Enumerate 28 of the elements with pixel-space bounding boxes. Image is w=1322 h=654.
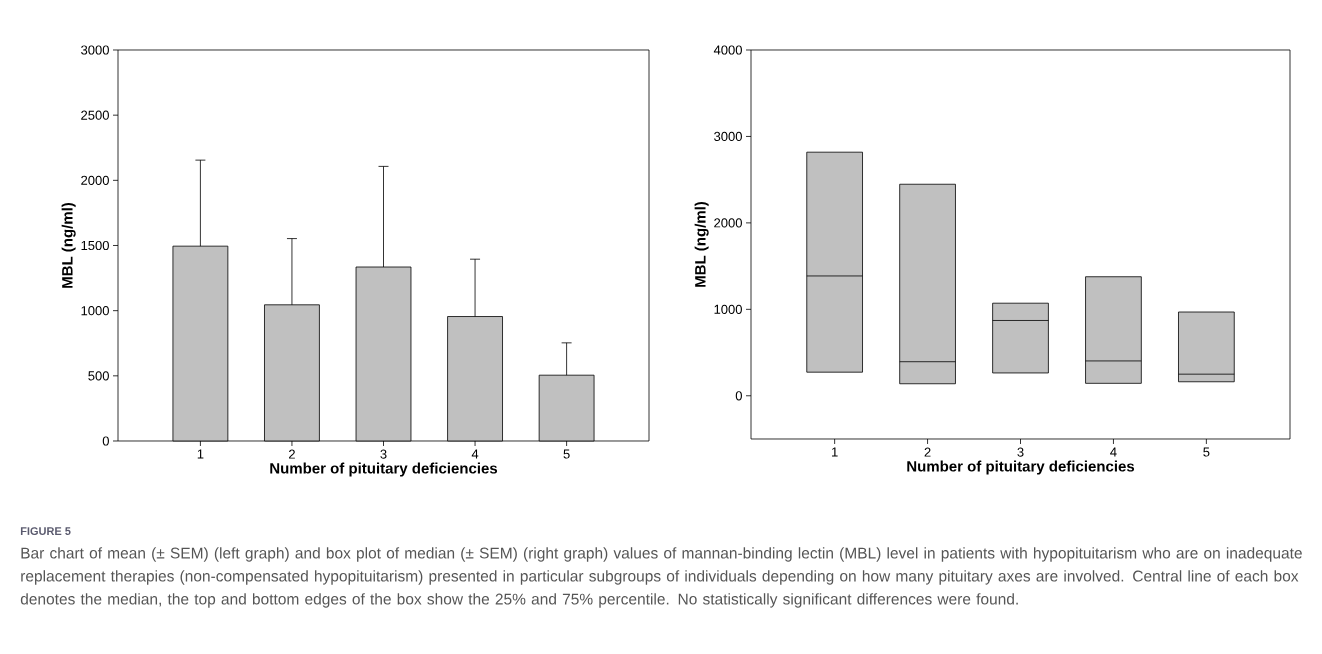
x-axis-title: Number of pituitary deficiencies (907, 460, 1135, 475)
y-axis-title: MBL (ng/ml) (61, 202, 76, 288)
x-tick-label: 2 (289, 449, 295, 459)
x-tick-label: 5 (1203, 447, 1210, 457)
x-tick-label: 4 (471, 449, 479, 459)
y-tick-label: 2000 (714, 218, 742, 228)
x-tick-label: 1 (832, 447, 838, 457)
y-axis-title: MBL (ng/ml) (694, 201, 709, 287)
x-tick-label: 2 (924, 447, 931, 457)
y-tick-label: 3000 (81, 45, 109, 55)
y-tick-label: 4000 (713, 45, 742, 55)
x-tick-label: 3 (380, 449, 387, 459)
y-tick-label: 1500 (81, 240, 109, 251)
x-tick-label: 4 (1110, 447, 1117, 457)
y-tick-label: 2000 (81, 175, 109, 185)
y-tick-label: 0 (735, 391, 742, 401)
x-tick-label: 3 (1017, 447, 1024, 457)
y-tick-label: 0 (102, 436, 109, 446)
text: Bar chart of mean (± SEM) (left graph) and box plot of median (± SEM) (right graph) values of mannan-binding lectin (MBL) level in patients with hypopituitarism who are on inadequate replacement therapies (non-compensated hypopituitarism) presented in particular subgroups of individuals depending on how many pituitary axes are involved. Central line of each box denotes the median, the top and bottom edges of the box show the 25% and 75% percentile. No statistically significant differences were found. (20, 547, 1302, 608)
caption: FIGURE 5 (20, 527, 71, 535)
y-tick-label: 1000 (714, 304, 742, 314)
x-tick-label: 1 (197, 449, 204, 459)
y-tick-label: 3000 (714, 131, 742, 142)
x-axis-title: Number of pituitary deficiencies (270, 462, 498, 477)
y-tick-label: 500 (88, 371, 109, 381)
x-tick-label: 5 (563, 449, 570, 459)
y-tick-label: 1000 (81, 306, 109, 316)
y-tick-label: 2500 (81, 110, 109, 120)
